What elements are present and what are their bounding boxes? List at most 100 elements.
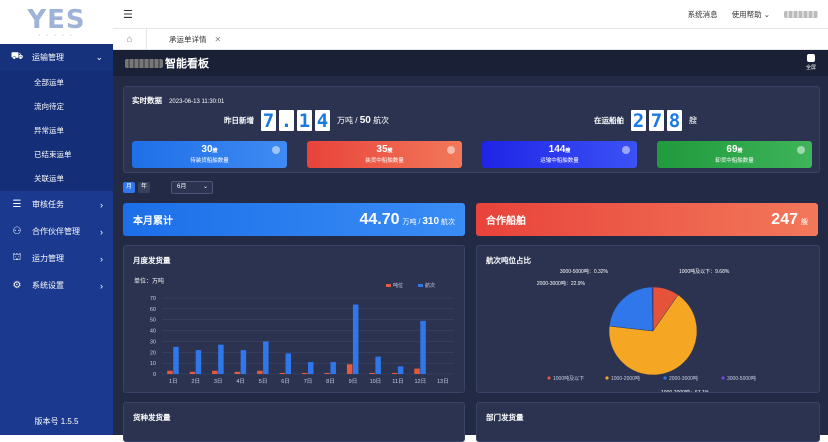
partner-unit: 艘 bbox=[801, 218, 808, 226]
gear-icon: ⚙ bbox=[12, 280, 22, 291]
sidebar-subitem[interactable]: 已结束运单 bbox=[0, 143, 113, 167]
sidebar-item-2[interactable]: ⚇ 合作伙伴管理 › bbox=[0, 218, 113, 245]
checklist-icon: ☰ bbox=[12, 199, 22, 210]
month-select[interactable]: 6月 ⌄ bbox=[171, 181, 213, 194]
digit-box: . bbox=[279, 109, 294, 132]
voyage-tonnage-chart-panel: 航次吨位占比 1000吨及以下：9.68% 1000-2000吨：67.1% 200… bbox=[476, 245, 820, 393]
bar-ytick-label: 60 bbox=[150, 307, 156, 313]
pie-slice bbox=[651, 286, 654, 332]
inport-label: 在运船舶 bbox=[594, 116, 624, 125]
stat-caption: 运输中船舶数量 bbox=[540, 158, 579, 164]
sidebar-subitem[interactable]: 流向待定 bbox=[0, 95, 113, 119]
period-toggle: 月 年 bbox=[123, 182, 150, 193]
stat-caption: 装货中船舶数量 bbox=[365, 158, 404, 164]
sidebar-item-4[interactable]: ⚙ 系统设置 › bbox=[0, 272, 113, 299]
stat-unit: 艘 bbox=[387, 148, 393, 154]
digit-box: 8 bbox=[667, 109, 682, 132]
page-title-text: 智能看板 bbox=[165, 58, 209, 70]
menu-toggle-icon[interactable]: ☰ bbox=[123, 8, 133, 21]
dashboard: 智能看板 全屏 实时数据 2023-06-13 11:30:01 昨日新增 7.… bbox=[113, 50, 828, 442]
company-name-redacted bbox=[125, 58, 163, 68]
bar-吨位 bbox=[234, 371, 241, 374]
home-icon[interactable]: ⌂ bbox=[113, 29, 147, 49]
system-message-link[interactable]: 系统消息 bbox=[687, 9, 718, 19]
bar-xtick-label: 1日 bbox=[169, 378, 178, 385]
chevron-down-icon: ⌄ bbox=[763, 9, 770, 19]
stat-number: 144 bbox=[548, 144, 566, 155]
help-label: 使用帮助 bbox=[731, 9, 762, 19]
pie-slice-label: 3000-5000吨：0.32% bbox=[560, 268, 609, 275]
pie-slice-label: 1000吨及以下：9.68% bbox=[679, 268, 730, 275]
tab-waybill-detail[interactable]: 承运单详情 ✕ bbox=[147, 29, 231, 49]
chevron-right-icon: › bbox=[100, 226, 103, 237]
ship-icon bbox=[447, 146, 455, 154]
period-month-button[interactable]: 月 bbox=[123, 182, 135, 193]
truck-icon: ⛟ bbox=[10, 51, 24, 62]
monthly-separator: / bbox=[418, 218, 421, 226]
partner-icon: ⚇ bbox=[12, 226, 22, 237]
partner-title: 合作船舶 bbox=[486, 216, 526, 227]
bar-航次 bbox=[308, 362, 314, 374]
legend-swatch bbox=[547, 376, 551, 380]
legend-swatch bbox=[386, 284, 391, 287]
sidebar-item-1[interactable]: ☰ 审核任务 › bbox=[0, 191, 113, 218]
bar-chart: 单位：万吨 0 10 20 30 40 50 60 70 1日 2日 3日 4日 5日 6日 7日 8日 9日 10… bbox=[134, 277, 454, 385]
pie-slice-label: 1000-2000吨：67.1% bbox=[661, 389, 710, 392]
sidebar-item-label: 运力管理 bbox=[32, 254, 64, 263]
sidebar-item-3[interactable]: ⛫ 运力管理 › bbox=[0, 245, 113, 272]
sidebar-subitem[interactable]: 全部运单 bbox=[0, 71, 113, 95]
bar-吨位 bbox=[167, 370, 173, 374]
chevron-right-icon: › bbox=[100, 280, 103, 291]
stat-unit: 艘 bbox=[212, 148, 218, 154]
sidebar-item-label: 系统设置 bbox=[32, 281, 64, 290]
bar-吨位 bbox=[212, 370, 218, 374]
bar-航次 bbox=[420, 320, 426, 374]
bar-ytick-label: 20 bbox=[150, 350, 156, 356]
sidebar: YES ▪ ▪ ▪ ▪ ▪ ⛟ 运输管理 ⌄ 全部运单 流向待定 异常运单 已结束运单 关联运… bbox=[0, 0, 113, 435]
bar-航次 bbox=[218, 344, 224, 374]
bar-xtick-label: 6日 bbox=[281, 378, 290, 385]
stat-number: 35 bbox=[376, 144, 388, 155]
user-name-redacted[interactable] bbox=[784, 10, 818, 18]
monthly-shipment-chart-panel: 月度发货量 单位：万吨 0 10 20 30 40 50 60 70 1日 2日 3日 4日 5日 6日 7日… bbox=[123, 245, 465, 393]
department-title: 部门发货量 bbox=[486, 413, 524, 422]
month-select-value: 6月 bbox=[177, 184, 187, 190]
bar-xtick-label: 9日 bbox=[349, 378, 358, 385]
bar-吨位 bbox=[391, 372, 398, 374]
stat-number: 30 bbox=[201, 144, 213, 155]
fullscreen-button[interactable]: 全屏 bbox=[806, 54, 816, 72]
yesterday-voyages: 50 bbox=[359, 115, 371, 126]
bar-xtick-label: 12日 bbox=[414, 378, 426, 385]
cargo-type-panel: 货种发货量 bbox=[123, 402, 465, 442]
help-menu[interactable]: 使用帮助 ⌄ bbox=[732, 9, 770, 20]
monthly-unit: 万吨 bbox=[402, 218, 417, 226]
bar-吨位 bbox=[302, 372, 308, 374]
yesterday-voyage-unit: 航次 bbox=[373, 116, 390, 125]
stat-number: 69 bbox=[726, 144, 738, 155]
legend-label: 吨位 bbox=[393, 282, 403, 289]
bar-ylabel: 单位：万吨 bbox=[134, 277, 164, 285]
bar-航次 bbox=[263, 341, 269, 374]
legend-swatch bbox=[418, 284, 423, 287]
monthly-title: 本月累计 bbox=[133, 216, 173, 227]
bar-xtick-label: 11日 bbox=[392, 378, 403, 385]
legend-label: 1000吨及以下 bbox=[553, 375, 584, 382]
chevron-down-icon: ⌄ bbox=[202, 184, 208, 190]
close-icon[interactable]: ✕ bbox=[214, 34, 222, 44]
sidebar-item-label: 审核任务 bbox=[32, 200, 64, 209]
version-label: 版本号 1.5.5 bbox=[34, 417, 79, 426]
stat-value: 35艘 bbox=[307, 141, 462, 155]
monthly-total-card: 本月累计 44.70 万吨 / 310 航次 bbox=[123, 203, 465, 236]
legend-swatch bbox=[663, 376, 667, 380]
sidebar-subitem[interactable]: 关联运单 bbox=[0, 167, 113, 191]
bar-吨位 bbox=[257, 370, 263, 374]
bar-ytick-label: 10 bbox=[150, 361, 156, 367]
logo: YES ▪ ▪ ▪ ▪ ▪ bbox=[0, 0, 113, 44]
digit-box: 7 bbox=[261, 109, 276, 132]
sidebar-subitem[interactable]: 异常运单 bbox=[0, 119, 113, 143]
period-year-button[interactable]: 年 bbox=[138, 182, 150, 193]
sidebar-item-0[interactable]: ⛟ 运输管理 ⌄ bbox=[0, 44, 113, 71]
